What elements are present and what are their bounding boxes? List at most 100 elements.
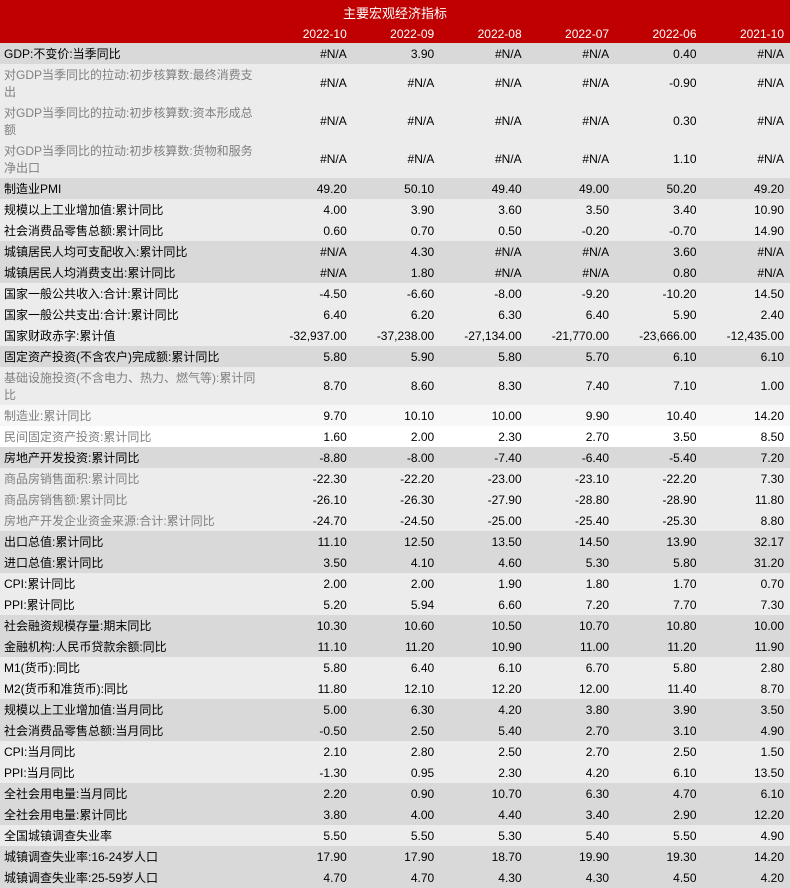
cell-value: 11.80 — [703, 489, 790, 510]
cell-value: 7.20 — [703, 447, 790, 468]
cell-value: 8.70 — [265, 367, 352, 405]
row-label: 城镇居民人均消费支出:累计同比 — [0, 262, 265, 283]
cell-value: 14.50 — [703, 283, 790, 304]
table-row: 对GDP当季同比的拉动:初步核算数:货物和服务净出口#N/A#N/A#N/A#N… — [0, 140, 790, 178]
cell-value: #N/A — [440, 241, 527, 262]
row-label: M2(货币和准货币):同比 — [0, 678, 265, 699]
row-label: 制造业:累计同比 — [0, 405, 265, 426]
cell-value: 6.10 — [703, 783, 790, 804]
table-row: 城镇调查失业率:16-24岁人口17.9017.9018.7019.9019.3… — [0, 846, 790, 867]
cell-value: 3.50 — [528, 199, 615, 220]
cell-value: #N/A — [265, 43, 352, 64]
cell-value: 6.10 — [615, 346, 702, 367]
cell-value: -8.80 — [265, 447, 352, 468]
cell-value: 5.40 — [528, 825, 615, 846]
cell-value: 10.30 — [265, 615, 352, 636]
row-label: 制造业PMI — [0, 178, 265, 199]
cell-value: #N/A — [703, 241, 790, 262]
table-row: PPI:当月同比-1.300.952.304.206.1013.50 — [0, 762, 790, 783]
cell-value: 6.20 — [353, 304, 440, 325]
cell-value: 4.00 — [265, 199, 352, 220]
cell-value: #N/A — [528, 64, 615, 102]
cell-value: #N/A — [265, 241, 352, 262]
cell-value: 17.90 — [353, 846, 440, 867]
cell-value: 5.70 — [528, 346, 615, 367]
cell-value: 3.80 — [265, 804, 352, 825]
table-row: 全社会用电量:累计同比3.804.004.403.402.9012.20 — [0, 804, 790, 825]
row-label: 房地产开发企业资金来源:合计:累计同比 — [0, 510, 265, 531]
cell-value: 9.70 — [265, 405, 352, 426]
row-label: 商品房销售额:累计同比 — [0, 489, 265, 510]
header-blank — [0, 25, 265, 43]
cell-value: 2.50 — [440, 741, 527, 762]
cell-value: 13.90 — [615, 531, 702, 552]
cell-value: 5.80 — [440, 346, 527, 367]
row-label: 房地产开发投资:累计同比 — [0, 447, 265, 468]
column-header: 2022-06 — [615, 25, 702, 43]
cell-value: 2.80 — [353, 741, 440, 762]
cell-value: 14.90 — [703, 220, 790, 241]
cell-value: 4.90 — [703, 720, 790, 741]
cell-value: 12.20 — [440, 678, 527, 699]
cell-value: #N/A — [440, 102, 527, 140]
row-label: 城镇调查失业率:16-24岁人口 — [0, 846, 265, 867]
cell-value: 2.50 — [615, 741, 702, 762]
cell-value: 4.00 — [353, 804, 440, 825]
cell-value: 5.20 — [265, 594, 352, 615]
table-row: M2(货币和准货币):同比11.8012.1012.2012.0011.408.… — [0, 678, 790, 699]
cell-value: 10.50 — [440, 615, 527, 636]
cell-value: -25.30 — [615, 510, 702, 531]
cell-value: 13.50 — [703, 762, 790, 783]
table-row: 民间固定资产投资:累计同比1.602.002.302.703.508.50 — [0, 426, 790, 447]
cell-value: 11.40 — [615, 678, 702, 699]
cell-value: 50.20 — [615, 178, 702, 199]
cell-value: 5.40 — [440, 720, 527, 741]
cell-value: #N/A — [440, 43, 527, 64]
cell-value: 6.40 — [353, 657, 440, 678]
table-body: GDP:不变价:当季同比#N/A3.90#N/A#N/A0.40#N/A对GDP… — [0, 43, 790, 888]
cell-value: 4.40 — [440, 804, 527, 825]
cell-value: 49.40 — [440, 178, 527, 199]
cell-value: 3.60 — [615, 241, 702, 262]
cell-value: 7.20 — [528, 594, 615, 615]
row-label: 全社会用电量:累计同比 — [0, 804, 265, 825]
cell-value: #N/A — [353, 102, 440, 140]
cell-value: 11.00 — [528, 636, 615, 657]
cell-value: 8.80 — [703, 510, 790, 531]
cell-value: -0.20 — [528, 220, 615, 241]
table-row: 商品房销售面积:累计同比-22.30-22.20-23.00-23.10-22.… — [0, 468, 790, 489]
cell-value: 8.50 — [703, 426, 790, 447]
cell-value: -22.20 — [353, 468, 440, 489]
cell-value: -7.40 — [440, 447, 527, 468]
table-row: 国家一般公共支出:合计:累计同比6.406.206.306.405.902.40 — [0, 304, 790, 325]
cell-value: 3.40 — [528, 804, 615, 825]
cell-value: 5.50 — [353, 825, 440, 846]
cell-value: 4.70 — [615, 783, 702, 804]
cell-value: 3.60 — [440, 199, 527, 220]
cell-value: -37,238.00 — [353, 325, 440, 346]
row-label: 民间固定资产投资:累计同比 — [0, 426, 265, 447]
table-row: 固定资产投资(不含农户)完成额:累计同比5.805.905.805.706.10… — [0, 346, 790, 367]
cell-value: 4.50 — [615, 867, 702, 888]
cell-value: 9.90 — [528, 405, 615, 426]
cell-value: 3.90 — [353, 43, 440, 64]
table-row: 城镇居民人均消费支出:累计同比#N/A1.80#N/A#N/A0.80#N/A — [0, 262, 790, 283]
table-row: 社会消费品零售总额:当月同比-0.502.505.402.703.104.90 — [0, 720, 790, 741]
cell-value: 3.10 — [615, 720, 702, 741]
cell-value: 17.90 — [265, 846, 352, 867]
cell-value: 0.80 — [615, 262, 702, 283]
cell-value: 6.40 — [528, 304, 615, 325]
cell-value: 1.90 — [440, 573, 527, 594]
cell-value: 10.10 — [353, 405, 440, 426]
row-label: 基础设施投资(不含电力、热力、燃气等):累计同比 — [0, 367, 265, 405]
cell-value: 7.10 — [615, 367, 702, 405]
cell-value: 14.20 — [703, 405, 790, 426]
column-header: 2022-09 — [353, 25, 440, 43]
cell-value: 1.70 — [615, 573, 702, 594]
cell-value: #N/A — [703, 64, 790, 102]
table-row: 商品房销售额:累计同比-26.10-26.30-27.90-28.80-28.9… — [0, 489, 790, 510]
cell-value: 7.40 — [528, 367, 615, 405]
cell-value: -25.00 — [440, 510, 527, 531]
cell-value: 2.00 — [353, 573, 440, 594]
row-label: 社会消费品零售总额:当月同比 — [0, 720, 265, 741]
